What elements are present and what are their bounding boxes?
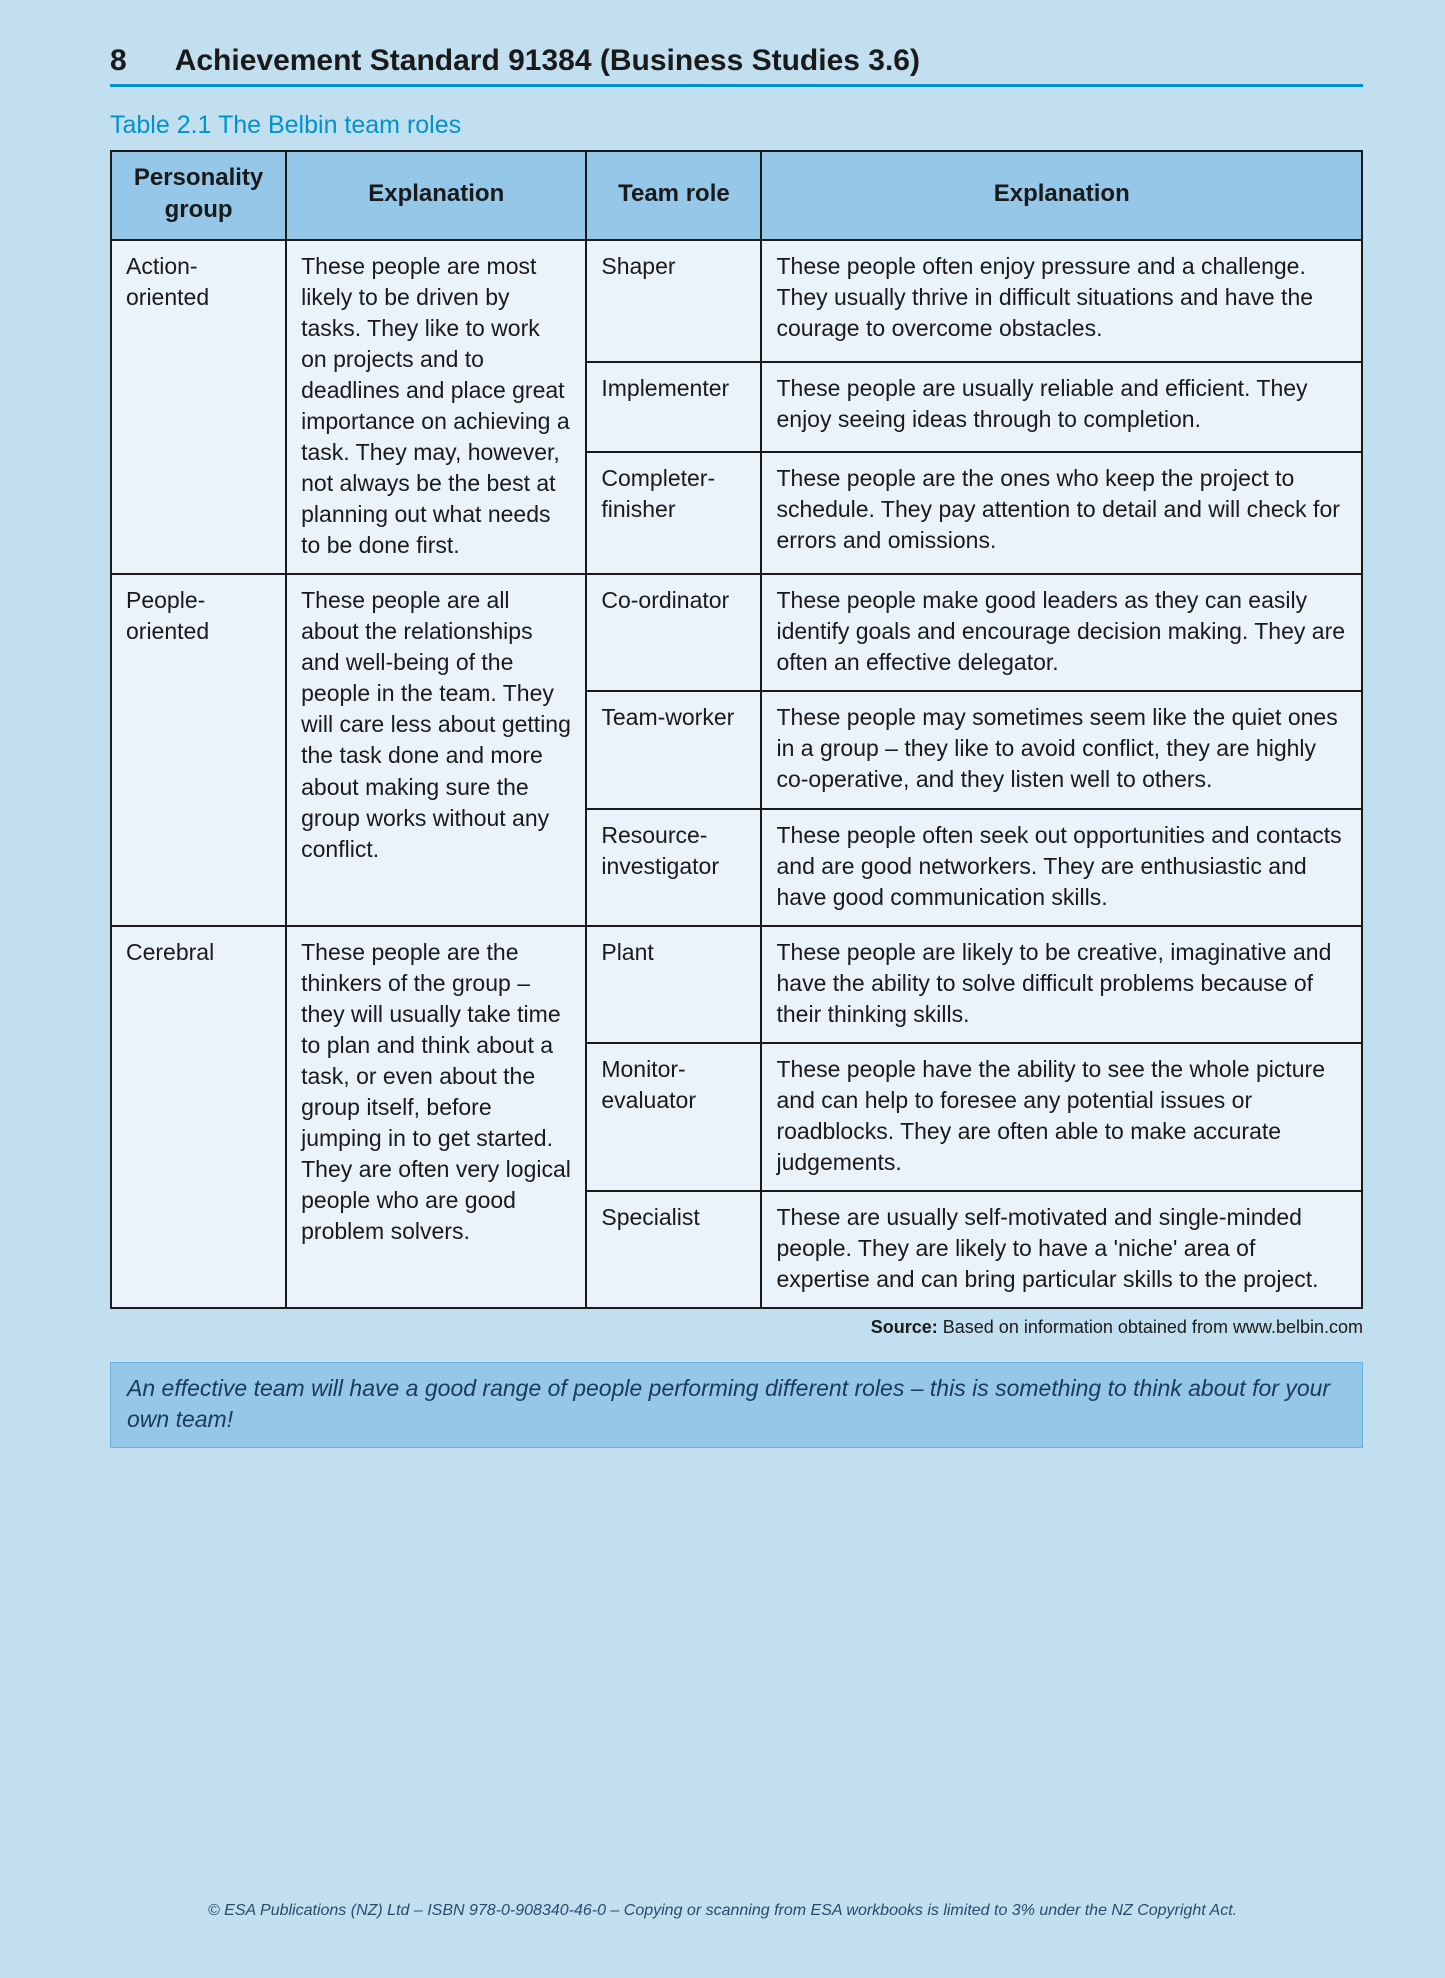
cell-role-explanation: These people are likely to be creative, … <box>761 926 1362 1043</box>
cell-group-explanation: These people are most likely to be drive… <box>286 240 586 574</box>
cell-team-role: Resource-investigator <box>586 809 761 926</box>
cell-team-role: Monitor-evaluator <box>586 1043 761 1191</box>
page-header: 8 Achievement Standard 91384 (Business S… <box>110 44 1363 87</box>
cell-personality-group: People-oriented <box>111 574 286 925</box>
cell-personality-group: Cerebral <box>111 926 286 1308</box>
cell-team-role: Completer-finisher <box>586 452 761 574</box>
table-header-row: Personality group Explanation Team role … <box>111 151 1362 240</box>
page-number: 8 <box>110 44 127 78</box>
table-row: Action-oriented These people are most li… <box>111 240 1362 362</box>
belbin-table: Personality group Explanation Team role … <box>110 150 1363 1309</box>
cell-group-explanation: These people are all about the relations… <box>286 574 586 925</box>
page-title: Achievement Standard 91384 (Business Stu… <box>175 44 920 78</box>
col-explanation-2: Explanation <box>761 151 1362 240</box>
cell-team-role: Shaper <box>586 240 761 362</box>
col-explanation-1: Explanation <box>286 151 586 240</box>
cell-team-role: Implementer <box>586 362 761 452</box>
table-source: Source: Based on information obtained fr… <box>110 1317 1363 1338</box>
col-team-role: Team role <box>586 151 761 240</box>
cell-team-role: Plant <box>586 926 761 1043</box>
cell-role-explanation: These people may sometimes seem like the… <box>761 691 1362 808</box>
cell-role-explanation: These people make good leaders as they c… <box>761 574 1362 691</box>
table-row: Cerebral These people are the thinkers o… <box>111 926 1362 1043</box>
cell-role-explanation: These people have the ability to see the… <box>761 1043 1362 1191</box>
source-text: Based on information obtained from www.b… <box>938 1317 1363 1337</box>
cell-role-explanation: These people often enjoy pressure and a … <box>761 240 1362 362</box>
cell-role-explanation: These people are usually reliable and ef… <box>761 362 1362 452</box>
cell-team-role: Co-ordinator <box>586 574 761 691</box>
cell-personality-group: Action-oriented <box>111 240 286 574</box>
cell-team-role: Specialist <box>586 1191 761 1308</box>
cell-role-explanation: These people often seek out opportunitie… <box>761 809 1362 926</box>
cell-role-explanation: These people are the ones who keep the p… <box>761 452 1362 574</box>
cell-team-role: Team-worker <box>586 691 761 808</box>
page-footer: © ESA Publications (NZ) Ltd – ISBN 978-0… <box>0 1902 1445 1920</box>
table-caption: Table 2.1 The Belbin team roles <box>110 111 1363 140</box>
col-personality-group: Personality group <box>111 151 286 240</box>
cell-role-explanation: These are usually self-motivated and sin… <box>761 1191 1362 1308</box>
table-row: People-oriented These people are all abo… <box>111 574 1362 691</box>
cell-group-explanation: These people are the thinkers of the gro… <box>286 926 586 1308</box>
source-label: Source: <box>871 1317 938 1337</box>
callout-note: An effective team will have a good range… <box>110 1362 1363 1448</box>
